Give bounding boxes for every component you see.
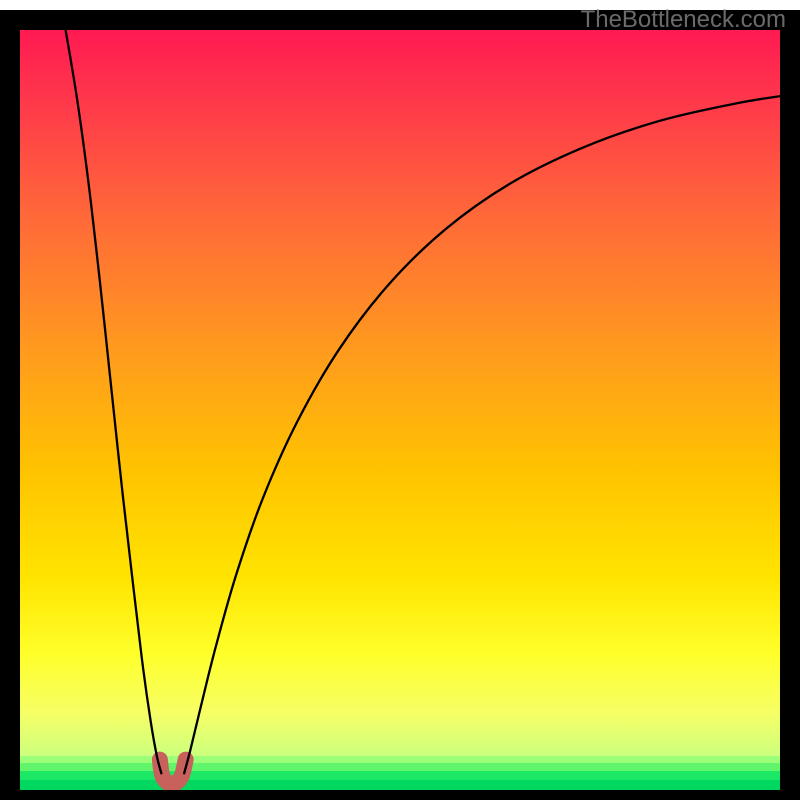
curve-left-branch	[66, 30, 162, 773]
curve-right-branch	[184, 96, 780, 773]
valley-marker	[160, 760, 186, 784]
curves-svg	[20, 30, 780, 790]
chart-root: { "canvas": { "width": 800, "height": 80…	[0, 0, 800, 800]
plot-area	[20, 30, 780, 790]
watermark-text: TheBottleneck.com	[581, 6, 786, 34]
